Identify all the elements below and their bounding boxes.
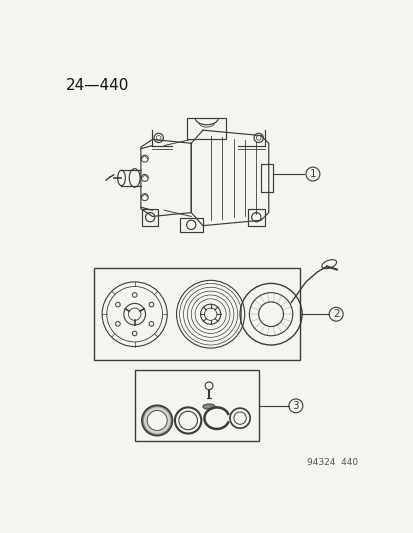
Text: 94324  440: 94324 440 [306, 458, 357, 467]
Bar [135, 370, 259, 441]
Text: 3: 3 [292, 401, 299, 411]
Ellipse shape [202, 404, 215, 409]
Wedge shape [142, 406, 171, 435]
Bar [142, 209, 157, 225]
Bar [260, 164, 272, 192]
Text: 2: 2 [332, 309, 339, 319]
Text: 24—440: 24—440 [66, 78, 129, 93]
Bar [179, 218, 202, 232]
Text: 1: 1 [309, 169, 316, 179]
Bar [94, 268, 299, 360]
Bar [247, 209, 264, 225]
Bar [187, 118, 225, 140]
